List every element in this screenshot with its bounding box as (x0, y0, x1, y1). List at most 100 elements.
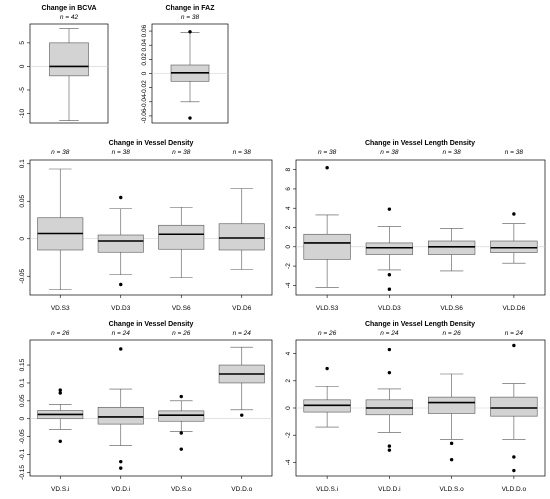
outlier-point (188, 116, 192, 120)
n-label: n = 38 (112, 149, 131, 156)
y-tick-label: -5 (19, 87, 26, 93)
y-tick-label: -2 (285, 263, 292, 269)
x-tick-label: VD.D6 (232, 305, 252, 312)
n-label: n = 38 (181, 14, 200, 21)
outlier-point (512, 343, 516, 348)
outlier-point (119, 195, 123, 200)
y-tick-label: -4 (285, 459, 292, 465)
y-tick-label: -0.1 (19, 449, 26, 461)
y-tick-label: 0.06 (141, 24, 148, 37)
y-tick-label: -0.06 (141, 108, 148, 123)
y-tick-label: 0 (19, 237, 26, 241)
y-tick-label: -0.05 (19, 268, 26, 283)
y-tick-label: 0 (19, 64, 26, 68)
outlier-point (325, 366, 329, 371)
x-tick-label: VLD.S3 (316, 305, 339, 312)
outlier-point (449, 457, 454, 462)
panel-title: Change in Vessel Density (109, 140, 194, 147)
y-tick-label: 0.05 (19, 394, 26, 407)
n-label: n = 26 (172, 330, 191, 337)
x-tick-label: VD.S3 (51, 305, 70, 312)
x-tick-label: VLD.S.i (316, 486, 338, 493)
y-tick-label: 0.1 (19, 159, 26, 168)
n-label: n = 24 (112, 330, 131, 337)
outlier-point (119, 466, 123, 470)
y-tick-label: -10 (19, 108, 26, 118)
x-tick-label: VLD.S.o (440, 486, 465, 493)
box-iqr (158, 410, 205, 422)
outlier-point (119, 282, 123, 287)
panel-title: Change in Vessel Density (109, 321, 194, 328)
panel-title: Change in BCVA (41, 5, 96, 12)
outlier-point (240, 413, 244, 417)
y-tick-label: -4 (285, 282, 292, 288)
x-tick-label: VLD.D.i (378, 486, 400, 493)
x-tick-label: VD.D.i (111, 486, 130, 493)
x-tick-label: VLD.D6 (502, 305, 525, 312)
box-iqr (49, 42, 89, 77)
y-tick-label: 0 (19, 417, 26, 421)
n-label: n = 26 (442, 330, 461, 337)
panel-title: Change in FAZ (166, 5, 216, 12)
x-tick-label: VD.S.i (51, 486, 69, 493)
box-iqr (97, 406, 144, 425)
plot-frame (29, 339, 273, 477)
panel-title: Change in Vessel Length Density (365, 321, 475, 328)
outlier-point (387, 273, 392, 277)
y-tick-label: 2 (285, 225, 292, 229)
y-tick-label: 0.15 (19, 358, 26, 371)
y-tick-label: 0.05 (19, 195, 26, 208)
y-tick-label: 8 (285, 167, 292, 171)
n-label: n = 38 (233, 149, 252, 156)
y-tick-label: -0.04 (141, 94, 148, 109)
n-label: n = 26 (51, 330, 70, 337)
y-tick-label: 0 (285, 245, 292, 249)
y-tick-label: 0.04 (141, 39, 148, 52)
outlier-point (179, 447, 183, 451)
box-iqr (427, 240, 476, 255)
x-tick-label: VD.S6 (172, 305, 191, 312)
outlier-point (119, 347, 123, 351)
y-tick-label: 0.02 (141, 53, 148, 66)
outlier-point (179, 394, 183, 399)
outlier-point (119, 459, 123, 464)
x-tick-label: VLD.D3 (378, 305, 401, 312)
n-label: n = 38 (51, 149, 70, 156)
y-tick-label: -2 (285, 432, 292, 438)
x-tick-label: VLD.D.o (502, 486, 527, 493)
y-tick-label: -0.02 (141, 80, 148, 95)
outlier-point (387, 444, 392, 448)
box-iqr (427, 396, 476, 414)
box-iqr (218, 223, 265, 251)
n-label: n = 38 (442, 149, 461, 156)
outlier-point (325, 166, 329, 170)
n-label: n = 38 (505, 149, 524, 156)
y-tick-label: 4 (285, 206, 292, 210)
n-label: n = 38 (380, 149, 399, 156)
n-label: n = 24 (505, 330, 524, 337)
outlier-point (512, 455, 516, 459)
outlier-point (179, 431, 183, 435)
y-tick-label: 0 (285, 406, 292, 410)
box-iqr (490, 240, 538, 253)
box-iqr (303, 233, 351, 260)
plot-frame (29, 159, 273, 296)
outlier-point (449, 441, 454, 446)
box-iqr (365, 242, 414, 255)
y-tick-label: 6 (285, 187, 292, 191)
plot-frame (29, 23, 109, 124)
box-iqr (158, 224, 205, 250)
outlier-point (387, 448, 392, 452)
x-tick-label: VLD.S6 (440, 305, 463, 312)
outlier-point (387, 347, 392, 352)
x-tick-label: VD.D3 (111, 305, 131, 312)
y-tick-label: 5 (19, 41, 26, 45)
y-tick-label: 0.1 (19, 378, 26, 387)
x-tick-label: VD.S.o (171, 486, 192, 493)
plot-frame (295, 159, 546, 296)
outlier-point (188, 30, 192, 34)
outlier-point (512, 212, 516, 216)
outlier-point (387, 370, 392, 375)
x-tick-label: VD.D.o (231, 486, 252, 493)
